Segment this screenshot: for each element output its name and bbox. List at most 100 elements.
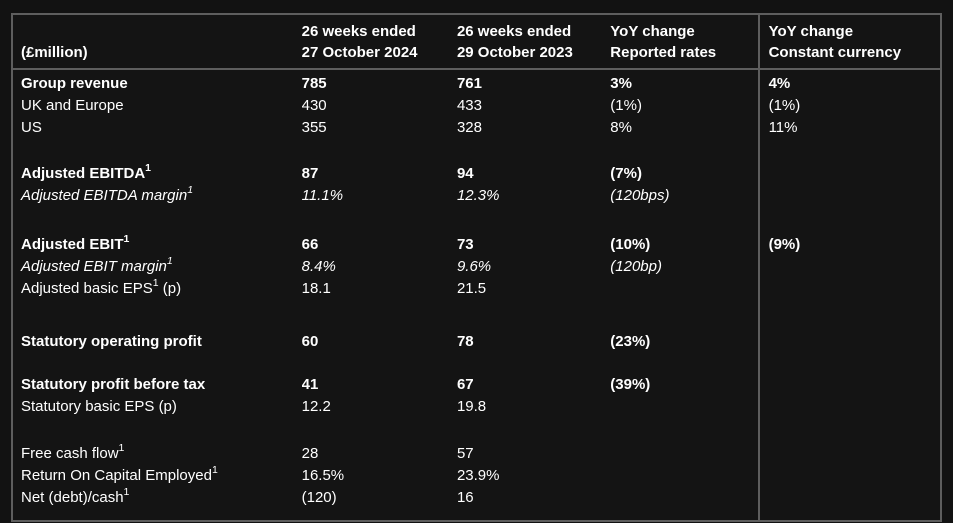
value-fy2023: 12.3% bbox=[456, 187, 500, 204]
value-fy2023: 57 bbox=[456, 445, 474, 462]
value-fy2024: 60 bbox=[301, 333, 319, 350]
yoy-constant-value bbox=[757, 278, 941, 300]
spacer-cell bbox=[12, 300, 302, 331]
footnote-marker: 1 bbox=[145, 163, 152, 174]
spacer-cell bbox=[757, 418, 941, 443]
header-period-2023: 26 weeks ended 29 October 2023 bbox=[456, 14, 611, 70]
spacer-row bbox=[12, 353, 941, 374]
yoy-reported-value bbox=[610, 278, 758, 300]
yoy-reported-value: 8% bbox=[610, 119, 632, 136]
value-fy2024: 18.1 bbox=[301, 280, 331, 297]
value-fy2023: 78 bbox=[456, 333, 474, 350]
footnote-marker: 1 bbox=[187, 185, 194, 196]
value-fy2024: 8.4% bbox=[301, 258, 336, 275]
table-row: Adjusted EBIT1 66 73 (10%) (9%) bbox=[12, 234, 941, 256]
value-fy2023: 328 bbox=[456, 119, 482, 136]
yoy-reported-value: (23%) bbox=[610, 333, 651, 350]
spacer-row bbox=[12, 509, 941, 521]
yoy-constant-value bbox=[757, 185, 941, 207]
row-label: Statutory operating profit bbox=[21, 333, 202, 350]
spacer-cell bbox=[757, 353, 941, 374]
yoy-reported-value: (39%) bbox=[610, 376, 651, 393]
spacer-cell bbox=[757, 300, 941, 331]
spacer-cell bbox=[757, 139, 941, 163]
row-label: Statutory profit before tax bbox=[21, 376, 206, 393]
row-label: Adjusted basic EPS1 (p) bbox=[21, 278, 182, 297]
row-label: Free cash flow1 bbox=[21, 443, 125, 462]
value-fy2023: 94 bbox=[456, 165, 474, 182]
spacer-cell bbox=[457, 300, 610, 331]
spacer-cell bbox=[610, 353, 758, 374]
row-label: Adjusted EBIT1 bbox=[21, 234, 130, 253]
value-fy2024: 785 bbox=[301, 75, 327, 92]
table-row: Group revenue 785 761 3% 4% bbox=[12, 69, 941, 95]
yoy-constant-value: (1%) bbox=[757, 95, 941, 117]
yoy-reported-value: 3% bbox=[610, 75, 632, 92]
row-label: Net (debt)/cash1 bbox=[21, 487, 130, 506]
yoy-reported-value: (7%) bbox=[610, 165, 642, 182]
spacer-cell bbox=[302, 509, 457, 521]
spacer-row bbox=[12, 207, 941, 234]
footnote-marker: 1 bbox=[123, 487, 130, 498]
footnote-marker: 1 bbox=[123, 234, 130, 245]
value-fy2024: 28 bbox=[301, 445, 319, 462]
yoy-constant-value bbox=[757, 487, 941, 509]
value-fy2024: 355 bbox=[301, 119, 327, 136]
table-row: Free cash flow1 28 57 bbox=[12, 443, 941, 465]
footnote-marker: 1 bbox=[166, 256, 173, 267]
row-label: Group revenue bbox=[21, 75, 128, 92]
value-fy2024: 87 bbox=[301, 165, 319, 182]
table-row: Adjusted EBIT margin1 8.4% 9.6% (120bp) bbox=[12, 256, 941, 278]
spacer-cell bbox=[302, 300, 457, 331]
row-label: Adjusted EBITDA1 bbox=[21, 163, 152, 182]
value-fy2023: 16 bbox=[456, 489, 474, 506]
yoy-constant-value: 4% bbox=[757, 69, 941, 95]
spacer-cell bbox=[302, 353, 457, 374]
table-row: Adjusted EBITDA1 87 94 (7%) bbox=[12, 163, 941, 185]
table-row: Statutory operating profit 60 78 (23%) bbox=[12, 331, 941, 353]
row-label: Adjusted EBIT margin1 bbox=[21, 256, 173, 275]
yoy-reported-value bbox=[610, 465, 758, 487]
spacer-cell bbox=[457, 207, 610, 234]
value-fy2024: 11.1% bbox=[301, 187, 344, 204]
row-label: US bbox=[21, 119, 42, 136]
spacer-cell bbox=[610, 509, 758, 521]
header-unit-text: (£million) bbox=[21, 44, 88, 61]
yoy-constant-value bbox=[757, 331, 941, 353]
spacer-cell bbox=[12, 509, 302, 521]
yoy-reported-value bbox=[610, 396, 758, 418]
spacer-cell bbox=[610, 207, 758, 234]
value-fy2024: 41 bbox=[301, 376, 319, 393]
value-fy2023: 21.5 bbox=[456, 280, 487, 297]
spacer-cell bbox=[757, 207, 941, 234]
yoy-constant-value bbox=[757, 256, 941, 278]
value-fy2024: 16.5% bbox=[301, 467, 345, 484]
spacer-cell bbox=[302, 207, 457, 234]
value-fy2024: 12.2 bbox=[301, 398, 331, 415]
spacer-cell bbox=[457, 418, 610, 443]
header-yoy-reported: YoY change Reported rates bbox=[610, 14, 759, 70]
yoy-constant-value bbox=[757, 163, 941, 185]
spacer-cell bbox=[457, 353, 610, 374]
yoy-constant-value bbox=[757, 396, 941, 418]
table-row: Return On Capital Employed1 16.5% 23.9% bbox=[12, 465, 941, 487]
spacer-cell bbox=[302, 418, 457, 443]
value-fy2024: 66 bbox=[301, 236, 319, 253]
spacer-cell bbox=[457, 509, 610, 521]
yoy-reported-value: (120bps) bbox=[610, 187, 670, 204]
row-label: Statutory basic EPS (p) bbox=[21, 398, 177, 415]
spacer-cell bbox=[457, 139, 610, 163]
yoy-reported-value: (10%) bbox=[610, 236, 651, 253]
value-fy2024: 430 bbox=[301, 97, 327, 114]
yoy-constant-value: (9%) bbox=[757, 234, 941, 256]
spacer-cell bbox=[12, 207, 302, 234]
table-body: Group revenue 785 761 3% 4% UK and Europe 430 4… bbox=[12, 69, 941, 521]
row-label: UK and Europe bbox=[21, 97, 124, 114]
spacer-cell bbox=[302, 139, 457, 163]
spacer-cell bbox=[610, 418, 758, 443]
header-yoy-constant: YoY change Constant currency bbox=[757, 14, 941, 70]
yoy-reported-value bbox=[610, 443, 758, 465]
header-unit-label: (£million) bbox=[12, 14, 302, 70]
spacer-cell bbox=[610, 139, 758, 163]
